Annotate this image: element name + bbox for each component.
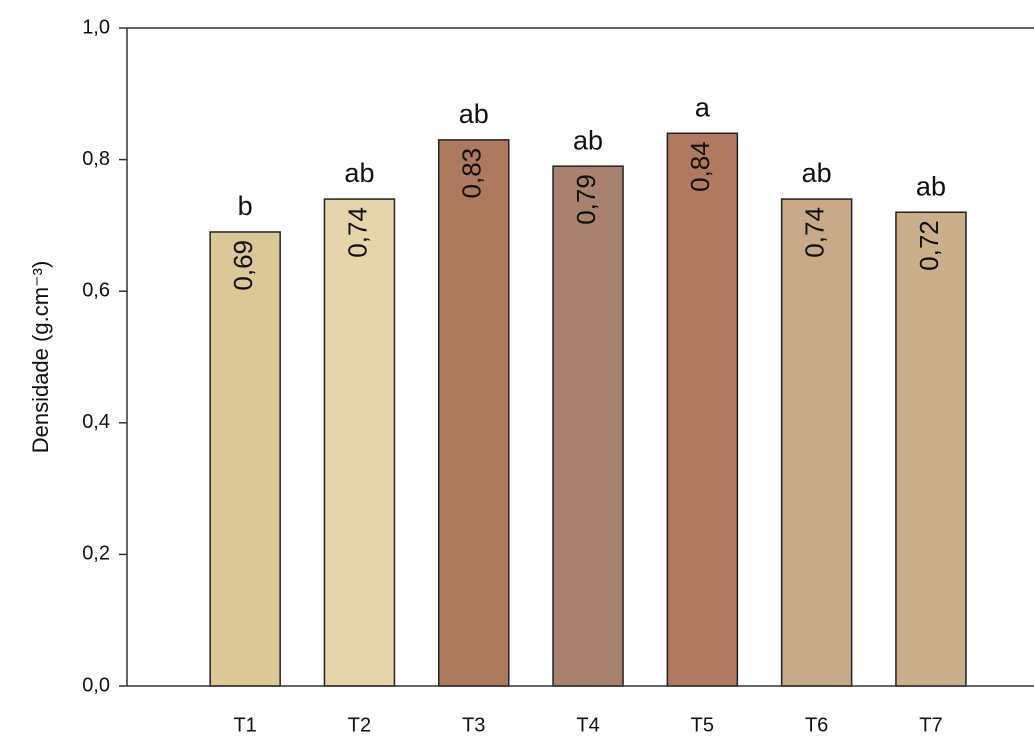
y-tick-label: 0,4	[82, 411, 110, 433]
value-label: 0,74	[342, 207, 372, 258]
value-label: 0,79	[571, 174, 601, 225]
x-tick-label: T7	[919, 714, 942, 736]
bar	[553, 166, 623, 686]
value-label: 0,74	[800, 207, 830, 258]
significance-letter: ab	[916, 171, 946, 201]
bar	[782, 199, 852, 686]
page: {"chart_data": {"type": "bar", "y_label"…	[0, 0, 1034, 751]
bar	[210, 232, 280, 686]
x-tick-label: T3	[462, 714, 485, 736]
value-label: 0,69	[228, 240, 258, 291]
bar	[324, 199, 394, 686]
value-label: 0,72	[914, 220, 944, 271]
y-tick-label: 0,2	[82, 543, 110, 565]
y-tick-label: 0,0	[82, 674, 110, 696]
significance-letter: b	[238, 191, 253, 221]
significance-letter: ab	[459, 99, 489, 129]
significance-letter: ab	[344, 158, 374, 188]
x-tick-label: T2	[348, 714, 371, 736]
chart: Densidade (g.cm⁻³) 0,0 0,2 0,4 0,6 0,8 1,0 T1 0…	[0, 0, 1034, 751]
bar	[667, 133, 737, 686]
bar	[896, 212, 966, 686]
value-label: 0,83	[457, 148, 487, 199]
y-tick-label: 1,0	[82, 16, 110, 38]
y-tick-label: 0,8	[82, 148, 110, 170]
y-tick-label: 0,6	[82, 279, 110, 301]
significance-letter: ab	[802, 158, 832, 188]
x-tick-label: T4	[576, 714, 599, 736]
y-axis-label: Densidade (g.cm⁻³)	[28, 261, 53, 454]
x-tick-label: T6	[805, 714, 828, 736]
significance-letter: a	[695, 92, 711, 122]
x-tick-label: T1	[233, 714, 256, 736]
bar	[439, 140, 509, 686]
x-tick-label: T5	[691, 714, 714, 736]
significance-letter: ab	[573, 125, 603, 155]
value-label: 0,84	[685, 141, 715, 192]
